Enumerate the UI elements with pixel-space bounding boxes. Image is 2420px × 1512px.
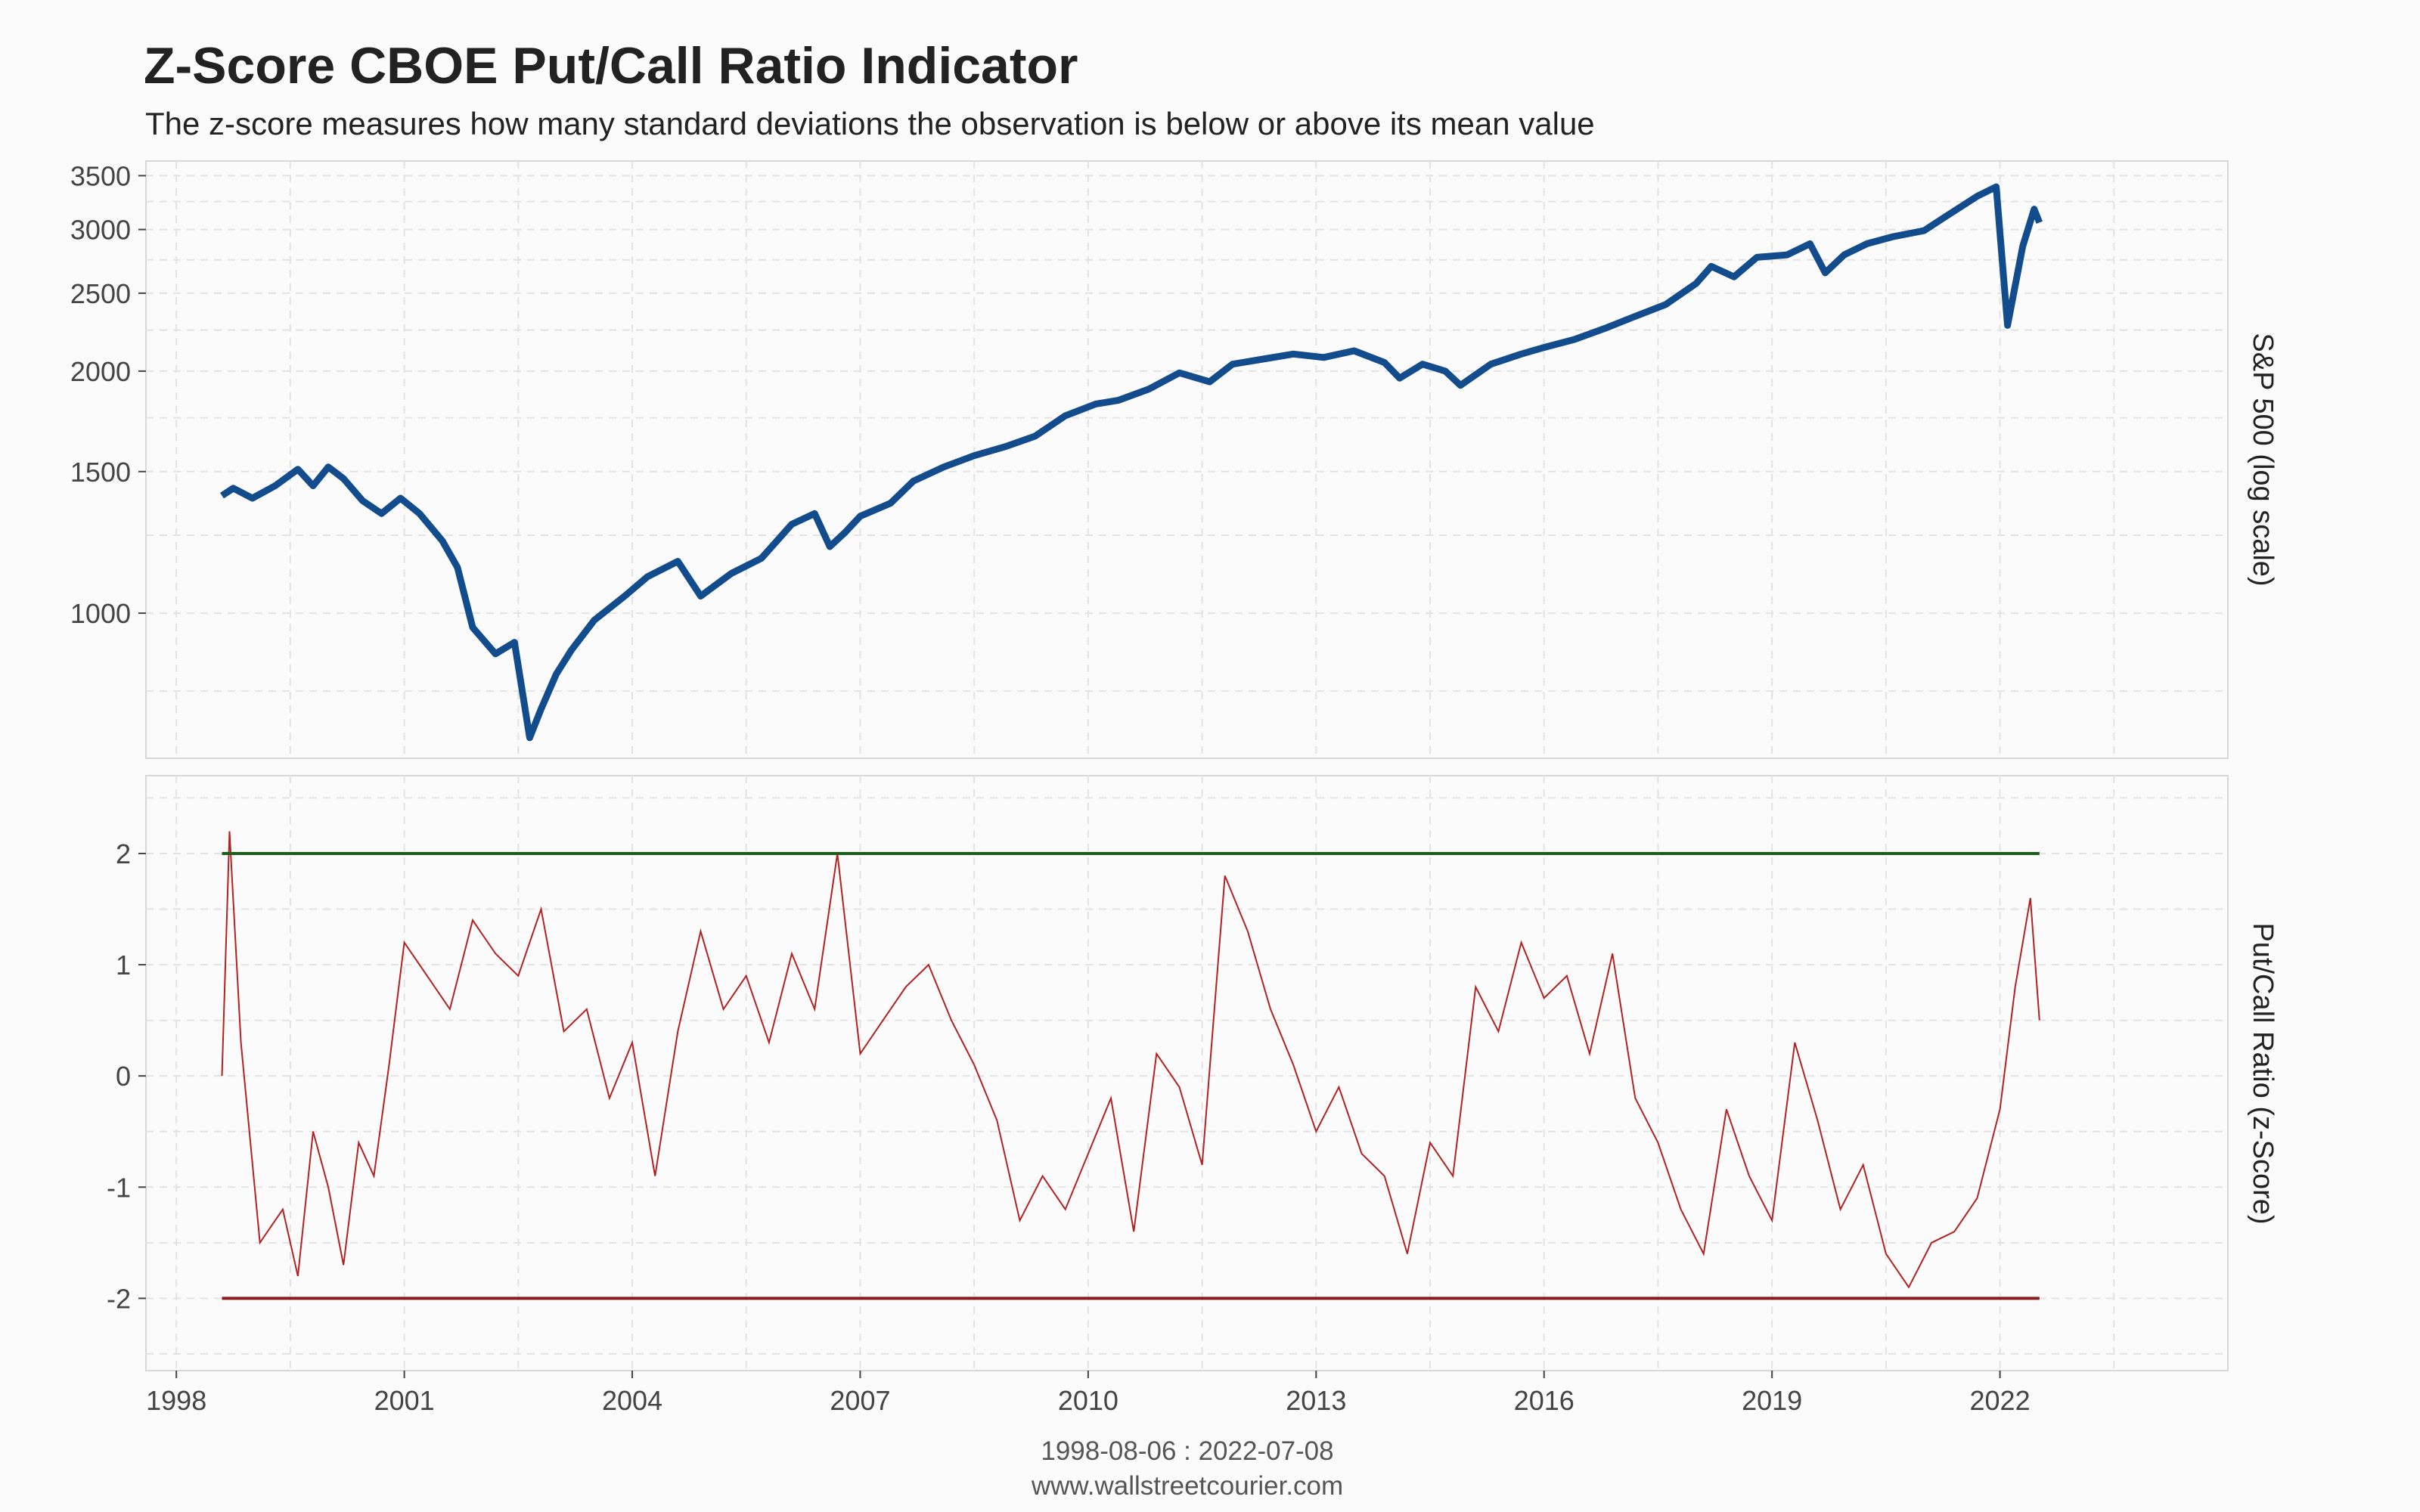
zscore-panel: -2 -1 0 1 2 Put/Call Ratio (z-Score) xyxy=(107,775,2279,1371)
chart-title: Z-Score CBOE Put/Call Ratio Indicator xyxy=(144,37,1078,94)
x-axis: 1998 2001 2004 2007 2010 2013 2016 2019 2022 xyxy=(146,1371,2031,1416)
x-tick-label: 2019 xyxy=(1742,1385,1802,1416)
spx-panel: 1000 1500 2000 2500 3000 3500 S&P 500 (log sc… xyxy=(70,160,2279,759)
spx-y-axis: 1000 1500 2000 2500 3000 3500 xyxy=(70,160,146,629)
x-tick-label: 2016 xyxy=(1514,1385,1575,1416)
source-caption: www.wallstreetcourier.com xyxy=(1031,1471,1344,1501)
spx-y-tick-label: 3500 xyxy=(70,160,131,191)
x-tick-label: 2007 xyxy=(830,1385,890,1416)
x-tick-label: 2022 xyxy=(1970,1385,2031,1416)
zscore-y-tick-label: 2 xyxy=(116,838,131,869)
spx-y-tick-label: 2500 xyxy=(70,278,131,309)
spx-y-tick-label: 1500 xyxy=(70,457,131,488)
zscore-y-axis-label: Put/Call Ratio (z-Score) xyxy=(2247,922,2279,1224)
spx-gridlines xyxy=(146,161,2228,758)
date-range-caption: 1998-08-06 : 2022-07-08 xyxy=(1041,1436,1334,1466)
spx-panel-background xyxy=(145,160,2229,759)
zscore-y-tick-label: -1 xyxy=(107,1172,131,1203)
zscore-series-line xyxy=(221,831,2040,1289)
x-tick-label: 2013 xyxy=(1286,1385,1346,1416)
spx-y-axis-label: S&P 500 (log scale) xyxy=(2247,333,2279,586)
x-tick-label: 2010 xyxy=(1058,1385,1118,1416)
x-tick-label: 1998 xyxy=(146,1385,206,1416)
x-tick-label: 2001 xyxy=(374,1385,435,1416)
zscore-panel-background xyxy=(145,775,2229,1371)
zscore-y-tick-label: 1 xyxy=(116,950,131,981)
zscore-y-axis: -2 -1 0 1 2 xyxy=(107,838,146,1314)
x-tick-label: 2004 xyxy=(602,1385,662,1416)
chart-subtitle: The z-score measures how many standard d… xyxy=(145,106,1595,141)
zscore-y-tick-label: 0 xyxy=(116,1061,131,1092)
zscore-y-tick-label: -2 xyxy=(107,1283,131,1314)
spx-y-tick-label: 2000 xyxy=(70,356,131,387)
spx-y-tick-label: 1000 xyxy=(70,598,131,629)
spx-y-tick-label: 3000 xyxy=(70,215,131,246)
spx-series-line xyxy=(220,183,2043,742)
